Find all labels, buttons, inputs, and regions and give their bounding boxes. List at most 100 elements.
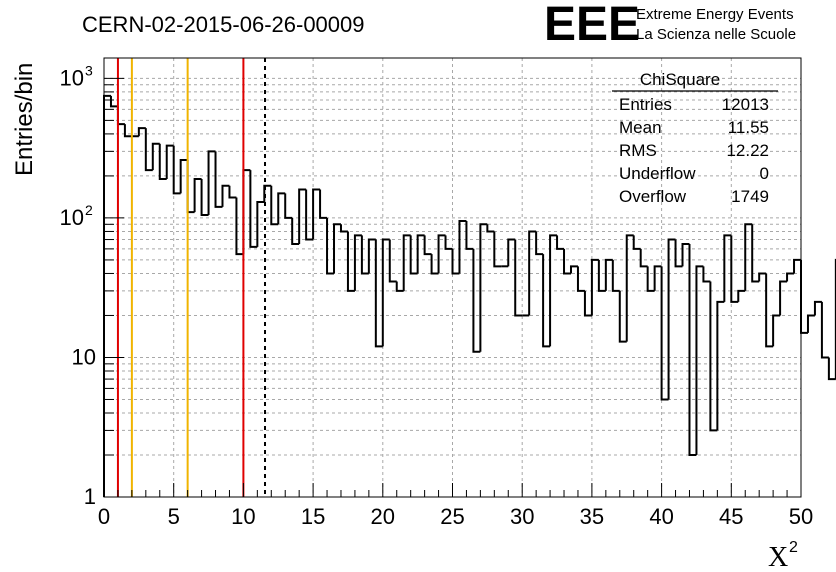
histogram-bin xyxy=(430,254,439,275)
histogram-bin xyxy=(284,193,293,219)
histogram-bin xyxy=(604,258,613,291)
histogram-bin xyxy=(793,258,801,274)
x-tick-label: 40 xyxy=(649,504,673,529)
histogram-bin xyxy=(618,290,627,343)
logo-line-1: Extreme Energy Events xyxy=(636,6,794,23)
histogram-bin xyxy=(653,265,662,291)
histogram-bin xyxy=(723,234,732,302)
histogram-bin xyxy=(193,178,202,213)
histogram-bin xyxy=(109,95,118,108)
histogram-bin xyxy=(765,273,774,348)
histogram-bin xyxy=(214,151,223,208)
x-axis-label-base: X xyxy=(768,542,788,572)
logo-line-2: La Scienza nelle Scuole xyxy=(636,26,796,43)
histogram-bin xyxy=(381,238,390,347)
histogram-bin xyxy=(779,280,788,316)
x-axis-label-superscript: 2 xyxy=(789,539,798,556)
histogram-bin xyxy=(200,179,209,216)
stats-rows: Entries 12013 Mean 11.55 RMS 12.22 Underflow 0 O… xyxy=(619,95,769,206)
stats-value: 0 xyxy=(760,164,769,183)
x-tick-label: 25 xyxy=(440,504,464,529)
histogram-bin xyxy=(597,259,606,292)
y-tick-label: 10 xyxy=(72,344,96,369)
histogram-bin xyxy=(744,223,753,291)
histogram-bin xyxy=(144,128,153,172)
histogram-bin xyxy=(374,239,383,348)
histogram-bin xyxy=(242,169,251,255)
stats-box: ChiSquare Entries 12013 Mean 11.55 RMS 12.22 U… xyxy=(612,70,778,206)
histogram-bin xyxy=(576,266,585,292)
histogram-bin xyxy=(416,234,425,274)
histogram-bin xyxy=(270,185,279,226)
histogram-bin xyxy=(590,258,599,316)
histogram-bin xyxy=(681,243,690,267)
histogram-bin xyxy=(319,189,328,219)
y-tick-label: 1 xyxy=(84,484,96,509)
histogram-bin xyxy=(298,188,307,245)
histogram-bin xyxy=(688,244,697,456)
stats-value: 12013 xyxy=(722,95,769,114)
stats-label: Underflow xyxy=(619,164,696,183)
histogram-bin xyxy=(737,289,746,302)
x-tick-label: 10 xyxy=(231,504,255,529)
histogram-bin xyxy=(800,259,808,334)
histogram-bin xyxy=(451,248,460,275)
histogram-bin xyxy=(625,234,634,342)
histogram-bin xyxy=(221,184,230,207)
histogram-bin xyxy=(333,223,341,274)
histogram-bin xyxy=(402,234,411,291)
stats-label: RMS xyxy=(619,141,657,160)
histogram-bin xyxy=(353,234,362,291)
histogram-bin xyxy=(444,235,453,250)
histogram-bin xyxy=(702,266,711,283)
histogram-bin xyxy=(583,290,592,317)
histogram-bin xyxy=(437,234,446,274)
histogram-bin xyxy=(569,265,578,274)
histogram-bin xyxy=(312,188,321,240)
x-tick-label: 0 xyxy=(98,504,110,529)
histogram-bin xyxy=(367,238,376,274)
y-tick-label-exponent: 3 xyxy=(85,62,93,78)
histogram-bin xyxy=(103,94,111,497)
grid xyxy=(104,58,801,497)
histogram-bin xyxy=(709,281,718,432)
histogram-bin xyxy=(228,185,237,199)
histogram-bin xyxy=(667,238,676,400)
histogram-bin xyxy=(158,143,167,181)
histogram-bin xyxy=(660,266,669,401)
histogram-bin xyxy=(256,201,265,247)
histogram-bin xyxy=(542,254,551,348)
histogram-bin xyxy=(186,160,195,214)
histogram-bin xyxy=(346,231,355,292)
x-tick-label: 20 xyxy=(371,504,395,529)
histogram-bin xyxy=(277,192,286,225)
histogram-bin xyxy=(388,239,397,283)
eee-logo: EEE Extreme Energy Events La Scienza nel… xyxy=(544,0,796,51)
histogram-bin xyxy=(695,265,704,455)
x-tick-label: 30 xyxy=(510,504,534,529)
y-tick-label-exponent: 2 xyxy=(85,202,93,218)
histogram-bin xyxy=(493,231,502,268)
x-tick-label: 35 xyxy=(580,504,604,529)
stats-value: 1749 xyxy=(731,187,769,206)
stats-label: Overflow xyxy=(619,187,687,206)
y-tick-label: 10 xyxy=(60,65,84,90)
histogram-bin xyxy=(479,223,488,352)
histogram-bin xyxy=(528,230,537,316)
x-tick-label: 5 xyxy=(168,504,180,529)
histogram-bin xyxy=(165,144,174,180)
histogram-bin xyxy=(611,259,620,292)
histogram-bin xyxy=(207,150,216,215)
histogram-bin xyxy=(806,314,815,333)
histogram-bin xyxy=(137,127,146,137)
histogram-bin xyxy=(339,224,348,233)
histogram-bin xyxy=(486,224,495,233)
histogram-bin xyxy=(179,159,188,194)
histogram-bin xyxy=(716,300,725,431)
histogram-bin xyxy=(751,224,760,283)
histogram-bin xyxy=(827,357,836,381)
histogram-bin xyxy=(360,235,369,275)
stats-label: Entries xyxy=(619,95,672,114)
